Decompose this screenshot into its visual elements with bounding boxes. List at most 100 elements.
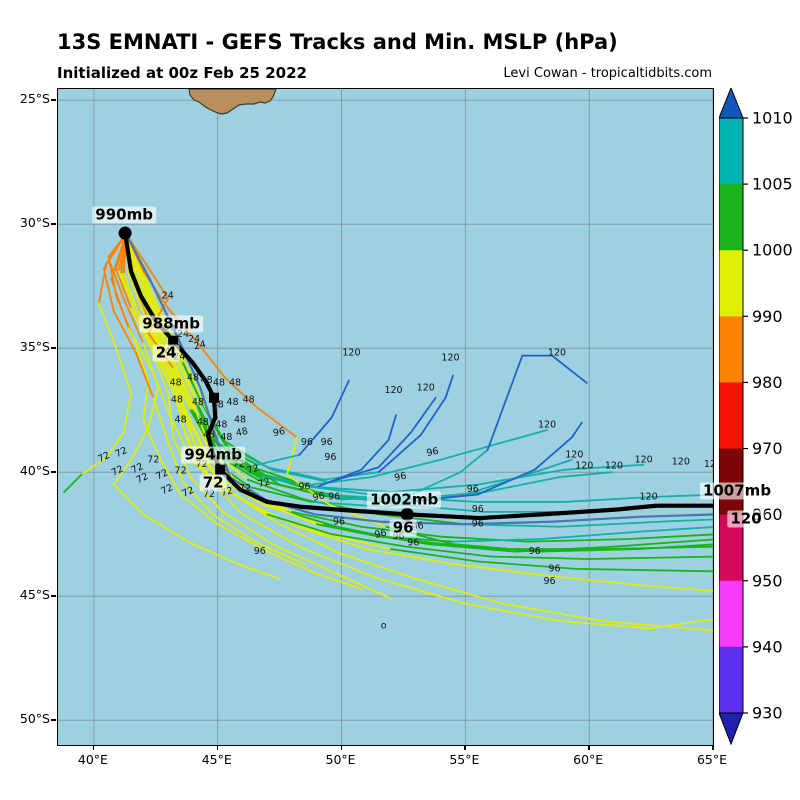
y-tick bbox=[51, 719, 56, 721]
track-segment bbox=[533, 436, 573, 471]
hour-label: 48 bbox=[170, 377, 182, 388]
track-segment bbox=[419, 396, 447, 436]
mean-marker-0h bbox=[118, 226, 132, 240]
hour-label: 48 bbox=[235, 426, 249, 439]
mean-track bbox=[123, 232, 713, 521]
mean-marker-72h bbox=[215, 464, 226, 475]
track-segment bbox=[328, 466, 380, 484]
x-tick-label: 60°E bbox=[573, 752, 604, 767]
hour-label: 96 bbox=[272, 426, 286, 439]
hour-label: 48 bbox=[243, 395, 255, 406]
hour-label: 96 bbox=[254, 546, 266, 557]
track-segment bbox=[182, 362, 204, 407]
hour-label: 96 bbox=[374, 528, 388, 541]
colorbar-segment bbox=[719, 250, 743, 317]
hour-label: 72 bbox=[135, 471, 151, 486]
y-tick bbox=[51, 595, 56, 597]
track-segment bbox=[251, 466, 313, 488]
track-segment bbox=[142, 342, 160, 389]
hour-label: 48 bbox=[171, 395, 183, 406]
hour-label: 72 bbox=[203, 489, 215, 500]
track-segment bbox=[476, 468, 536, 496]
track-segment bbox=[241, 513, 306, 550]
colorbar-segment bbox=[719, 184, 743, 251]
hour-label: 96 bbox=[544, 576, 556, 587]
track-segment bbox=[637, 543, 713, 550]
track-segment bbox=[551, 575, 652, 588]
track-segment bbox=[221, 510, 274, 546]
hour-label: 48 bbox=[229, 377, 241, 388]
track-segment bbox=[365, 548, 454, 565]
hour-label: 48 bbox=[220, 432, 232, 443]
track-segment bbox=[315, 530, 392, 550]
hour-label: 72 bbox=[147, 454, 159, 465]
track-segment bbox=[236, 563, 281, 580]
track-segment bbox=[650, 618, 713, 630]
hour-label: 24 bbox=[162, 291, 174, 302]
track-segment bbox=[110, 277, 130, 330]
track-segment bbox=[310, 501, 388, 508]
hour-label: 120 bbox=[342, 348, 360, 359]
track-segment bbox=[266, 481, 331, 498]
y-tick-label: 35°S bbox=[19, 339, 50, 355]
track-segment bbox=[189, 476, 224, 513]
hour-label: 96 bbox=[472, 504, 484, 515]
colorbar-segment bbox=[719, 448, 743, 516]
hour-label: 24 bbox=[158, 346, 170, 357]
track-segment bbox=[409, 396, 437, 434]
hour-label: 120 bbox=[538, 420, 556, 431]
track-segment bbox=[563, 463, 645, 471]
track-segment bbox=[501, 602, 603, 622]
hour-label: 72 bbox=[246, 463, 261, 477]
x-tick-label: 45°E bbox=[201, 752, 232, 767]
track-segment bbox=[112, 458, 132, 486]
hour-label: 96 bbox=[312, 490, 326, 503]
y-tick bbox=[51, 223, 56, 225]
track-segment bbox=[266, 503, 318, 526]
track-segment bbox=[570, 421, 583, 439]
colorbar-segment bbox=[719, 646, 743, 714]
x-tick-label: 65°E bbox=[696, 752, 728, 767]
hour-label: 48 bbox=[203, 429, 215, 440]
track-segment bbox=[182, 406, 204, 451]
hour-label: 120 bbox=[441, 353, 459, 364]
track-segment bbox=[135, 352, 155, 399]
track-segment bbox=[538, 548, 640, 553]
track-segment bbox=[486, 401, 506, 451]
hour-label: 96 bbox=[392, 531, 404, 542]
track-segment bbox=[377, 431, 412, 469]
track-segment bbox=[484, 476, 561, 493]
track-segment bbox=[122, 391, 132, 434]
hour-label: 48 bbox=[213, 377, 225, 388]
track-segment bbox=[330, 570, 392, 600]
track-segment bbox=[538, 530, 640, 541]
track-segment bbox=[476, 468, 566, 486]
track-segment bbox=[179, 493, 219, 526]
track-segment bbox=[137, 270, 160, 315]
track-segment bbox=[377, 513, 467, 526]
colorbar-tick-label: 980 bbox=[752, 373, 783, 392]
track-segment bbox=[102, 233, 128, 270]
colorbar-tick-label: 950 bbox=[752, 571, 783, 590]
track-segment bbox=[387, 414, 397, 441]
hour-label: 120 bbox=[575, 460, 593, 471]
colorbar-tick-label: 960 bbox=[752, 505, 783, 524]
track-segment bbox=[221, 486, 269, 516]
hour-label: 72 bbox=[196, 459, 208, 470]
track-segment bbox=[291, 510, 363, 528]
colorbar-tick-label: 930 bbox=[752, 704, 783, 723]
track-segment bbox=[115, 347, 132, 394]
hour-label: 72 bbox=[175, 465, 187, 476]
track-segment bbox=[266, 466, 326, 481]
map-plot: 24 24 24 24 24 24 24 48 48 48 48 48 48 48 48 48 48 48 48 48… bbox=[57, 88, 714, 746]
track-segment bbox=[414, 577, 504, 605]
track-segment bbox=[405, 545, 492, 558]
track-segment bbox=[112, 483, 145, 516]
x-tick-label: 50°E bbox=[325, 752, 356, 767]
track-segment bbox=[452, 543, 541, 553]
track-segment bbox=[286, 473, 331, 506]
hour-label: 120 bbox=[605, 460, 623, 471]
track-segment bbox=[197, 404, 219, 446]
